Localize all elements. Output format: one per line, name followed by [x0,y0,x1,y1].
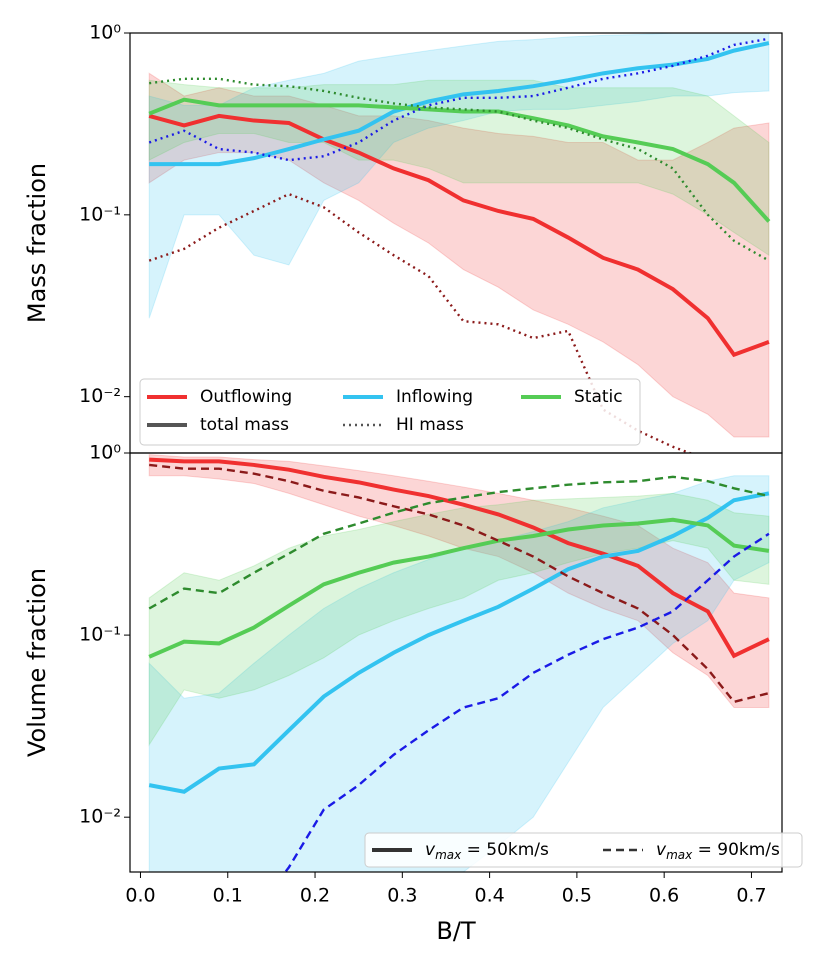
y-tick-label: 10⁻¹ [79,624,121,646]
legend-label: vmax = 50km/s [425,840,549,862]
series-line [148,97,771,223]
legend-subscript: max [666,848,693,862]
series-line [148,113,770,358]
legend-text: = 50km/s [461,840,549,860]
x-tick-label: 0.2 [300,885,330,907]
legend-label: Static [574,387,623,407]
band [148,72,770,438]
legend-label: HI mass [396,415,464,435]
legend-box [139,378,641,446]
axes-frame [129,452,783,873]
y-tick-label: 10⁰ [89,442,121,464]
series-line [149,457,770,659]
band [148,475,770,872]
y-tick-label: 10⁻¹ [79,203,121,225]
x-tick-label: 0.5 [562,885,592,907]
y-tick-label: 10⁻² [79,385,121,407]
legend-label: total mass [200,415,289,435]
legend-symbol: v [656,840,667,860]
x-tick-label: 0.0 [125,885,155,907]
series-line [148,192,694,453]
legend-label: Outflowing [200,387,292,407]
series-line [148,37,770,162]
series-line [148,475,770,610]
legend-label: Inflowing [396,387,473,407]
plot-area [148,454,770,872]
series-line [148,517,770,659]
series-line [148,491,770,794]
plot-area [148,33,771,453]
x-tick-label: 0.1 [213,885,243,907]
band [148,79,770,257]
x-tick-label: 0.6 [649,885,679,907]
legend-box [364,832,803,868]
x-tick-label: 0.3 [387,885,417,907]
series-line [149,463,770,704]
legend-text: = 90km/s [692,840,780,860]
legend-symbol: v [425,840,436,860]
y-tick-label: 10⁻² [79,806,121,828]
legend-label: vmax = 90km/s [656,840,780,862]
series-line [283,532,770,872]
y-axis-label: Volume fraction [23,568,51,757]
y-axis-label: Mass fraction [23,163,51,323]
legend-subscript: max [435,848,462,862]
x-tick-label: 0.4 [474,885,504,907]
band [148,492,770,747]
x-axis-label: B/T [436,917,476,945]
y-tick-label: 10⁰ [89,22,121,44]
x-tick-label: 0.7 [736,885,766,907]
